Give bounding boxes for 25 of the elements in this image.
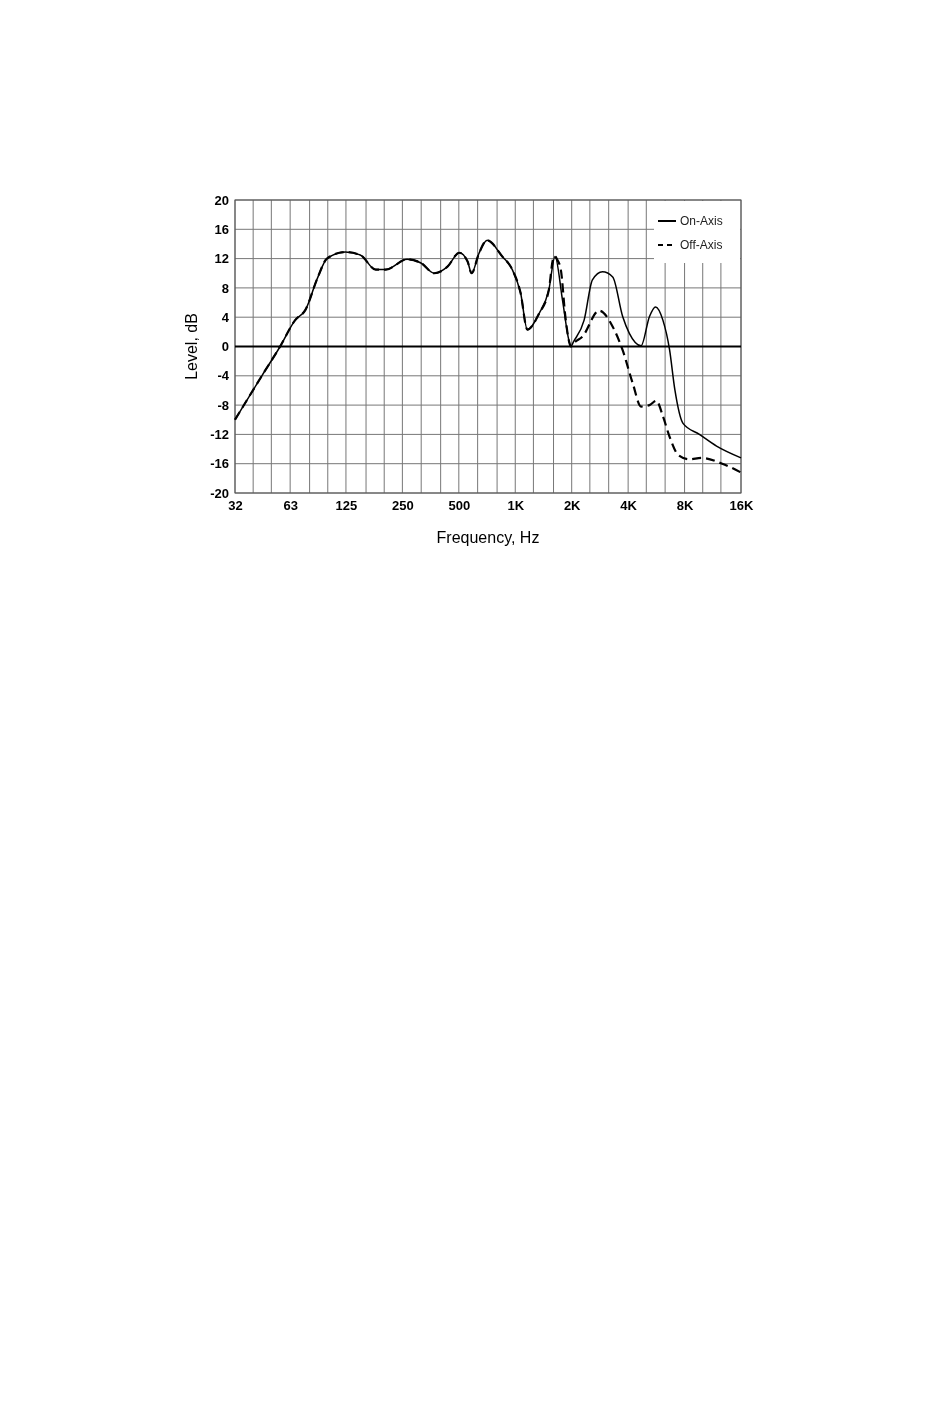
- x-tick-label: 250: [392, 498, 414, 514]
- y-tick-label: 8: [221, 280, 229, 296]
- x-tick-label: 32: [228, 498, 243, 514]
- y-tick-label: -20: [210, 485, 229, 501]
- y-tick-label: 4: [221, 309, 230, 325]
- x-tick-label: 4K: [620, 498, 638, 514]
- y-tick-label: -4: [217, 368, 230, 384]
- y-axis-title: Level, dB: [183, 313, 200, 380]
- x-tick-label: 8K: [676, 498, 694, 514]
- x-tick-label: 16K: [729, 498, 755, 514]
- x-tick-label: 2K: [563, 498, 582, 514]
- y-tick-label: -8: [217, 397, 229, 413]
- x-axis-title: Frequency, Hz: [436, 529, 540, 546]
- legend-label: On-Axis: [680, 214, 723, 228]
- y-tick-label: -12: [210, 427, 229, 443]
- x-tick-label: 1K: [507, 498, 525, 514]
- x-tick-label: 500: [448, 498, 471, 514]
- y-tick-label: 16: [214, 221, 229, 237]
- y-tick-label: 12: [214, 251, 229, 267]
- legend-label: Off-Axis: [680, 238, 723, 252]
- y-tick-label: 20: [214, 192, 229, 208]
- x-tick-label: 63: [283, 498, 298, 514]
- y-tick-label: 0: [221, 339, 229, 355]
- x-tick-label: 125: [335, 498, 358, 514]
- y-tick-label: -16: [210, 456, 229, 472]
